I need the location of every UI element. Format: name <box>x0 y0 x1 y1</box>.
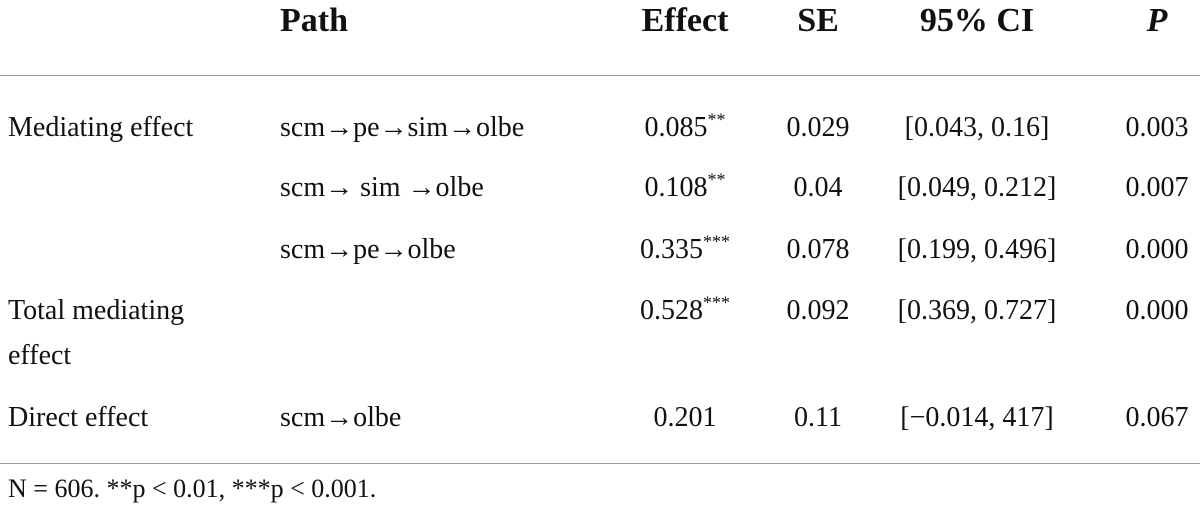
se-cell: 0.11 <box>794 402 842 433</box>
path-cell: scm→pe→sim→olbe <box>280 112 525 143</box>
path-cell: scm→olbe <box>280 402 402 433</box>
p-cell: 0.007 <box>1125 172 1189 203</box>
table-footnote: N = 606. **p < 0.01, ***p < 0.001. <box>8 474 377 503</box>
ci-cell: [−0.014, 417] <box>900 402 1054 433</box>
row-label: Mediating effect <box>8 112 194 143</box>
row-label-continued: effect <box>8 340 72 371</box>
effect-cell: 0.085** <box>644 109 726 143</box>
header-ci: 95% CI <box>919 2 1035 39</box>
effect-cell: 0.108** <box>644 169 726 203</box>
p-cell: 0.003 <box>1125 112 1189 143</box>
p-cell: 0.000 <box>1125 295 1189 326</box>
se-cell: 0.029 <box>786 112 850 143</box>
row-label: Direct effect <box>8 402 149 433</box>
ci-cell: [0.049, 0.212] <box>897 172 1057 203</box>
p-cell: 0.000 <box>1125 234 1189 265</box>
se-cell: 0.04 <box>793 172 843 203</box>
effect-cell: 0.201 <box>653 402 717 433</box>
path-cell: scm→ sim →olbe <box>280 172 484 203</box>
ci-cell: [0.199, 0.496] <box>897 234 1057 265</box>
ci-cell: [0.043, 0.16] <box>904 112 1050 143</box>
header-se: SE <box>797 2 839 39</box>
row-label: Total mediating <box>8 295 185 326</box>
header-p: P <box>1146 2 1168 39</box>
bottom-rule <box>0 463 1200 464</box>
top-rule <box>0 75 1200 76</box>
header-path: Path <box>280 2 348 39</box>
effect-cell: 0.335*** <box>640 231 730 265</box>
p-cell: 0.067 <box>1125 402 1189 433</box>
se-cell: 0.092 <box>786 295 850 326</box>
effect-cell: 0.528*** <box>640 292 730 326</box>
ci-cell: [0.369, 0.727] <box>897 295 1057 326</box>
path-cell: scm→pe→olbe <box>280 234 456 265</box>
header-effect: Effect <box>641 2 729 39</box>
se-cell: 0.078 <box>786 234 850 265</box>
